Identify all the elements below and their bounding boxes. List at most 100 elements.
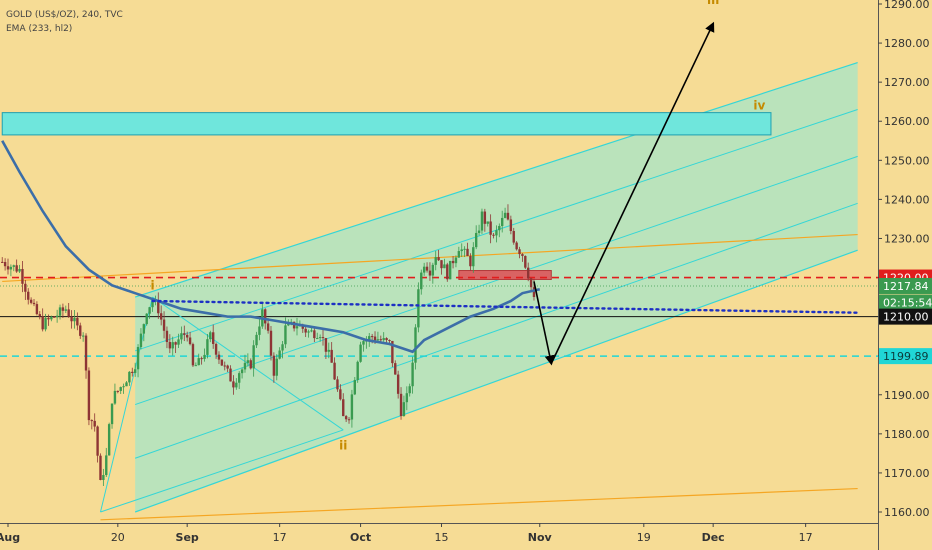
price-badge-bg <box>879 277 932 294</box>
candle-body <box>330 349 333 363</box>
time-axis[interactable]: Aug 20 Sep 17 Oct 15 Nov 19 Dec 17 <box>0 523 813 544</box>
candle-body <box>171 342 174 349</box>
candle-body <box>388 339 391 341</box>
pivot-line <box>100 429 344 513</box>
wave-label: ii <box>339 438 347 452</box>
candle-body <box>353 380 356 395</box>
candle-body <box>483 211 487 224</box>
x-tick-label: 19 <box>637 531 651 544</box>
price-badge-label: 1210.00 <box>883 311 929 324</box>
candle-body <box>232 381 235 388</box>
candle-body <box>64 309 67 311</box>
price-badge-label: 1199.89 <box>883 350 929 363</box>
candle-body <box>437 257 440 261</box>
candle-body <box>495 230 498 236</box>
candle-body <box>55 315 59 318</box>
wave-label: iv <box>753 99 765 113</box>
candle-body <box>446 264 449 280</box>
candle-body <box>333 362 336 380</box>
candle-body <box>113 390 117 404</box>
candle-body <box>191 344 195 366</box>
candle-body <box>344 416 348 420</box>
candle-body <box>486 221 489 224</box>
candle-body <box>281 344 284 351</box>
channel-lower-line <box>134 249 858 513</box>
price-badge-label: 1217.84 <box>883 280 929 293</box>
candle-body <box>414 327 417 363</box>
candle-body <box>396 374 400 394</box>
symbol-title: GOLD (US$/OZ), 240, TVC <box>6 10 123 20</box>
candle-body <box>370 336 374 338</box>
candle-body <box>194 365 198 367</box>
candle-body <box>29 299 33 303</box>
candle-body <box>162 319 166 331</box>
candle-body <box>399 393 403 417</box>
candle-body <box>255 334 258 346</box>
candle-body <box>258 326 261 335</box>
y-tick-label: 1230.00 <box>884 232 930 245</box>
candle-body <box>460 249 463 252</box>
candle-body <box>307 331 310 333</box>
candle-body <box>3 262 7 267</box>
candle-body <box>321 337 325 339</box>
channel-inner-line <box>134 155 858 406</box>
candle-body <box>116 390 120 392</box>
candle-body <box>180 333 183 340</box>
candle-body <box>183 333 186 335</box>
candle-body <box>142 324 146 334</box>
candle-body <box>41 316 44 330</box>
candle-body <box>278 350 281 359</box>
candle-body <box>318 337 322 339</box>
candle-body <box>382 338 385 341</box>
candle-body <box>379 339 383 341</box>
candle-body <box>119 387 122 391</box>
candle-body <box>313 330 316 339</box>
candle-body <box>32 302 36 305</box>
channel-fill <box>135 62 858 512</box>
candle-body <box>266 323 270 331</box>
candle-body <box>177 339 180 345</box>
ema-line-group <box>1 140 541 354</box>
candle-body <box>264 309 267 324</box>
candle-body <box>342 399 345 417</box>
candle-body <box>133 369 137 373</box>
candle-body <box>362 341 365 345</box>
resistance-zone <box>1 112 772 136</box>
candle-body <box>81 335 85 337</box>
candle-body <box>12 265 15 267</box>
candle-body <box>174 342 177 345</box>
candle-body <box>50 316 53 320</box>
candle-body <box>272 355 276 376</box>
candle-body <box>76 317 79 326</box>
candle-body <box>477 230 481 233</box>
candle-body <box>368 336 371 341</box>
candle-body <box>151 301 154 308</box>
candle-body <box>1 261 4 263</box>
candle-body <box>27 291 30 300</box>
candle-body <box>93 420 96 427</box>
candle-body <box>532 287 536 297</box>
y-tick-label: 1250.00 <box>884 154 930 167</box>
candle-body <box>339 389 342 400</box>
candle-body <box>235 382 238 388</box>
x-tick-label: 15 <box>435 531 449 544</box>
y-tick-label: 1290.00 <box>884 0 930 11</box>
candle-body <box>148 307 151 314</box>
candle-body <box>408 386 411 394</box>
candle-body <box>197 358 200 366</box>
candle-body <box>136 347 140 370</box>
y-tick-label: 1160.00 <box>884 506 930 519</box>
channel-upper-line <box>134 62 858 298</box>
candle-body <box>356 361 359 381</box>
candle-body <box>214 343 218 355</box>
candle-body <box>402 402 406 417</box>
candle-body <box>500 217 504 227</box>
candle-body <box>474 232 478 248</box>
candle-body <box>524 255 527 268</box>
candle-body <box>229 368 232 382</box>
candle-body <box>515 242 518 250</box>
candle-body <box>18 269 21 272</box>
